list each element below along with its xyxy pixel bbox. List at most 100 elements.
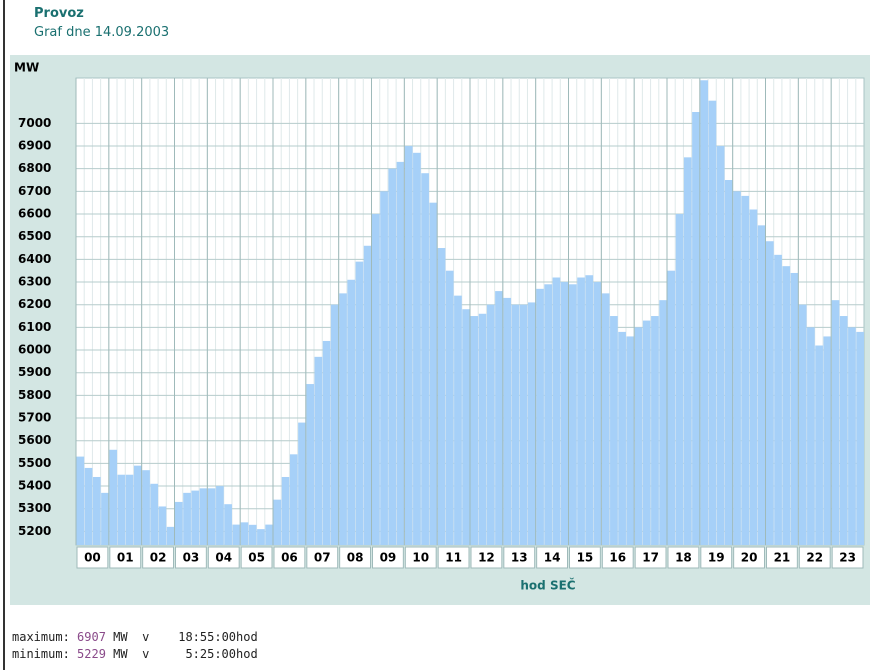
bar xyxy=(692,112,700,545)
x-tick-box xyxy=(569,546,601,569)
x-tick-box xyxy=(306,546,339,569)
bar xyxy=(544,284,553,545)
x-tick-box xyxy=(175,546,207,569)
bar xyxy=(856,331,864,545)
y-tick-label: 5400 xyxy=(18,479,51,493)
x-tick-label: 00 xyxy=(84,551,101,565)
bar xyxy=(125,474,134,545)
x-tick-label: 13 xyxy=(511,551,528,565)
bar xyxy=(798,304,807,545)
unit: MW xyxy=(113,647,128,661)
y-tick-label: 6700 xyxy=(18,184,51,198)
bar xyxy=(585,275,594,545)
x-tick-label: 23 xyxy=(839,551,856,565)
bar xyxy=(741,195,750,546)
y-tick-label: 5800 xyxy=(18,388,51,402)
bar xyxy=(158,506,167,545)
bar xyxy=(322,340,331,545)
bar xyxy=(667,270,676,545)
bar xyxy=(92,476,101,545)
label: minimum: xyxy=(12,647,70,661)
bar xyxy=(470,316,479,545)
bar xyxy=(166,526,175,545)
bar xyxy=(610,316,618,545)
bar xyxy=(372,214,380,546)
bar xyxy=(421,173,429,545)
bar xyxy=(117,474,126,545)
bar xyxy=(552,277,561,545)
x-tick-label: 03 xyxy=(183,551,200,565)
bar xyxy=(569,284,577,545)
y-tick-label: 5600 xyxy=(18,433,51,447)
bar xyxy=(495,291,503,545)
x-tick-label: 19 xyxy=(708,551,725,565)
x-tick-label: 18 xyxy=(675,551,692,565)
x-tick-box xyxy=(470,546,503,569)
y-tick-label: 5500 xyxy=(18,456,51,470)
bar xyxy=(76,456,85,545)
bar xyxy=(133,465,142,545)
x-tick-label: 22 xyxy=(806,551,823,565)
bar xyxy=(486,304,495,545)
x-tick-label: 15 xyxy=(577,551,594,565)
footer-max: maximum: 6907 MW v 18:55:00hod xyxy=(12,630,258,644)
left-border xyxy=(3,0,5,670)
x-tick-label: 02 xyxy=(150,551,167,565)
bar xyxy=(766,241,774,545)
bar xyxy=(240,522,249,545)
bar xyxy=(790,272,799,545)
bar xyxy=(84,467,93,545)
y-tick-label: 5300 xyxy=(18,501,51,515)
x-tick-box xyxy=(831,546,864,569)
bar xyxy=(626,336,635,545)
bar xyxy=(519,304,528,545)
y-tick-label: 5700 xyxy=(18,411,51,425)
sep: v xyxy=(142,630,150,644)
x-tick-box xyxy=(437,546,470,569)
bar xyxy=(757,225,766,545)
y-tick-label: 6900 xyxy=(18,139,51,153)
sep: v xyxy=(142,647,150,661)
x-tick-label: 01 xyxy=(117,551,134,565)
bar xyxy=(429,202,438,546)
subtitle: Graf dne 14.09.2003 xyxy=(34,25,170,40)
chart: MW hod SEČ 5200 5300 5400 5500 5600 5700 5800 5… xyxy=(10,55,870,605)
bar xyxy=(536,288,544,545)
label: maximum: xyxy=(12,630,70,644)
bar xyxy=(330,304,339,545)
bar xyxy=(577,277,585,545)
x-tick-label: 10 xyxy=(412,551,429,565)
bar xyxy=(257,529,265,545)
bar xyxy=(281,476,290,545)
bar xyxy=(388,168,397,545)
x-tick-box xyxy=(142,546,175,569)
bar xyxy=(413,152,421,546)
bar xyxy=(101,492,109,545)
x-tick-box xyxy=(503,546,536,569)
bar xyxy=(150,483,159,545)
bar xyxy=(445,270,454,545)
bar xyxy=(601,293,610,545)
bar xyxy=(839,316,848,545)
x-tick-label: 14 xyxy=(544,551,561,565)
x-tick-box xyxy=(207,546,240,569)
x-tick-box xyxy=(372,546,404,569)
time: 18:55:00hod xyxy=(178,630,258,644)
bar xyxy=(273,499,282,545)
x-tick-box xyxy=(109,546,142,569)
y-tick-label: 6500 xyxy=(18,229,51,243)
bar xyxy=(109,449,118,545)
x-tick-label: 06 xyxy=(281,551,298,565)
x-tick-label: 20 xyxy=(741,551,758,565)
bar xyxy=(659,300,667,545)
bar xyxy=(774,254,782,545)
bar xyxy=(224,504,232,545)
footer-min: minimum: 5229 MW v 5:25:00hod xyxy=(12,647,258,661)
x-tick-label: 04 xyxy=(215,551,232,565)
bar xyxy=(142,470,150,545)
bar xyxy=(454,295,462,545)
y-tick-label: 5900 xyxy=(18,365,51,379)
x-tick-box xyxy=(766,546,798,569)
bar xyxy=(683,157,692,545)
bar xyxy=(265,524,273,545)
